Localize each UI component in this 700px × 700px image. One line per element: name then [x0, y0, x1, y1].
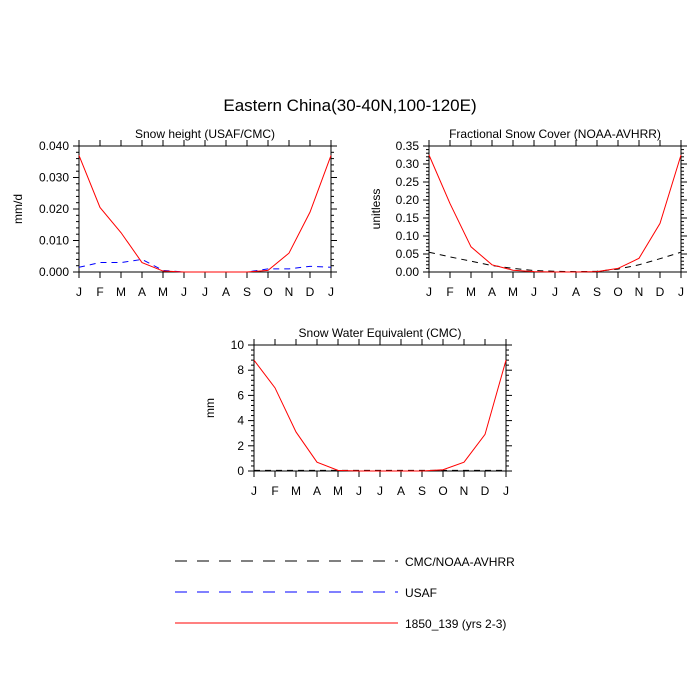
- y-tick-label: 2: [237, 439, 244, 453]
- y-tick-label: 0.30: [396, 157, 420, 171]
- x-tick-label: J: [377, 484, 383, 498]
- x-tick-label: J: [356, 484, 362, 498]
- plot-frame: [428, 145, 682, 273]
- x-tick-label: J: [503, 484, 509, 498]
- x-tick-label: S: [418, 484, 426, 498]
- x-tick-label: F: [271, 484, 278, 498]
- y-tick-label: 0: [237, 464, 244, 478]
- y-tick-label: 4: [237, 414, 244, 428]
- snow-height-panel: Snow height (USAF/CMC) mm/d 0.000 0.010 0.02…: [11, 127, 337, 299]
- x-tick-label: N: [460, 484, 469, 498]
- x-tick-label: J: [426, 285, 432, 299]
- legend-label: CMC/NOAA-AVHRR: [405, 555, 515, 569]
- x-tick-label: J: [531, 285, 537, 299]
- x-tick-label: J: [678, 285, 684, 299]
- x-tick-label: O: [263, 285, 272, 299]
- x-tick-label: S: [243, 285, 251, 299]
- x-tick-label: D: [656, 285, 665, 299]
- x-tick-label: D: [481, 484, 490, 498]
- x-tick-label: M: [158, 285, 168, 299]
- x-tick-label: J: [202, 285, 208, 299]
- y-tick-label: 0.020: [39, 202, 69, 216]
- x-tick-label: M: [116, 285, 126, 299]
- panel-title: Snow Water Equivalent (CMC): [299, 326, 462, 340]
- y-tick-label: 8: [237, 363, 244, 377]
- y-tick-label: 0.20: [396, 193, 420, 207]
- y-tick-label: 0.15: [396, 211, 420, 225]
- x-tick-label: A: [313, 484, 321, 498]
- figure-title: Eastern China(30-40N,100-120E): [223, 96, 476, 115]
- panel-title: Snow height (USAF/CMC): [135, 127, 275, 141]
- y-tick-label: 0.35: [396, 139, 420, 153]
- legend-label: USAF: [405, 586, 437, 600]
- x-tick-label: J: [251, 484, 257, 498]
- legend-label: 1850_139 (yrs 2-3): [405, 617, 506, 631]
- x-tick-label: J: [181, 285, 187, 299]
- x-tick-label: O: [613, 285, 622, 299]
- x-tick-label: A: [138, 285, 146, 299]
- x-tick-label: A: [572, 285, 580, 299]
- legend: CMC/NOAA-AVHRR USAF 1850_139 (yrs 2-3): [175, 555, 515, 631]
- x-tick-label: M: [291, 484, 301, 498]
- y-tick-label: 0.00: [396, 265, 420, 279]
- x-tick-label: J: [552, 285, 558, 299]
- x-tick-label: N: [285, 285, 294, 299]
- x-tick-label: S: [593, 285, 601, 299]
- y-tick-label: 0.030: [39, 171, 69, 185]
- panel-title: Fractional Snow Cover (NOAA-AVHRR): [449, 127, 661, 141]
- x-tick-label: A: [222, 285, 230, 299]
- plot-frame: [253, 344, 507, 472]
- x-tick-label: A: [397, 484, 405, 498]
- series-line-1850-139-yrs-2-3: [78, 155, 332, 273]
- y-tick-label: 0.10: [396, 229, 420, 243]
- y-tick-label: 0.040: [39, 139, 69, 153]
- fractional-snow-cover-panel: Fractional Snow Cover (NOAA-AVHRR) unitle…: [369, 127, 687, 299]
- x-tick-label: F: [96, 285, 103, 299]
- y-axis-label: mm: [203, 398, 217, 418]
- x-tick-label: N: [635, 285, 644, 299]
- x-tick-label: M: [333, 484, 343, 498]
- y-axis-label: unitless: [369, 189, 383, 230]
- x-tick-label: M: [508, 285, 518, 299]
- y-tick-label: 6: [237, 388, 244, 402]
- x-tick-label: A: [488, 285, 496, 299]
- x-tick-label: J: [328, 285, 334, 299]
- series-line-1850-139-yrs-2-3: [253, 359, 507, 472]
- x-tick-label: D: [306, 285, 315, 299]
- y-tick-label: 10: [231, 338, 245, 352]
- y-tick-label: 0.25: [396, 175, 420, 189]
- plot-frame: [78, 145, 332, 273]
- y-axis-label: mm/d: [11, 194, 25, 224]
- series-line-cmc-noaa-avhrr: [428, 251, 682, 273]
- x-tick-label: J: [76, 285, 82, 299]
- y-tick-label: 0.000: [39, 265, 69, 279]
- y-tick-label: 0.010: [39, 234, 69, 248]
- x-tick-label: F: [446, 285, 453, 299]
- series-line-usaf: [78, 258, 332, 273]
- x-tick-label: O: [438, 484, 447, 498]
- series-line-1850-139-yrs-2-3: [428, 154, 682, 273]
- y-tick-label: 0.05: [396, 247, 420, 261]
- x-tick-label: M: [466, 285, 476, 299]
